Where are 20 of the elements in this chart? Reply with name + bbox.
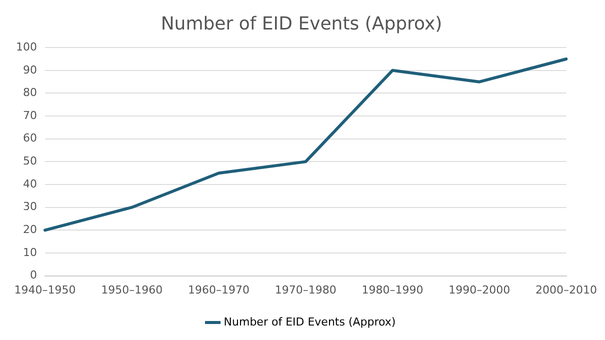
x-tick-label: 1940–1950	[14, 283, 76, 296]
y-tick-label: 70	[22, 108, 37, 122]
chart-title: Number of EID Events (Approx)	[160, 13, 442, 34]
y-tick-label: 10	[22, 246, 37, 259]
y-tick-label: 90	[22, 63, 37, 76]
x-tick-label: 1960–1970	[188, 283, 250, 296]
y-tick-label: 100	[16, 40, 37, 54]
x-tick-label: 1950–1960	[101, 283, 163, 296]
x-tick-label: 1970–1980	[274, 283, 336, 296]
y-tick-label: 0	[30, 268, 37, 282]
y-tick-label: 30	[22, 200, 37, 214]
legend-label: Number of EID Events (Approx)	[224, 315, 396, 328]
x-tick-label: 1980–1990	[362, 283, 424, 296]
y-tick-label: 50	[22, 154, 37, 168]
y-tick-label: 80	[22, 86, 37, 100]
y-tick-label: 20	[22, 223, 37, 236]
y-tick-label: 60	[22, 132, 37, 145]
x-tick-label: 2000–2010	[536, 283, 598, 296]
y-tick-label: 40	[22, 177, 37, 190]
x-tick-label: 1990–2000	[448, 283, 510, 296]
